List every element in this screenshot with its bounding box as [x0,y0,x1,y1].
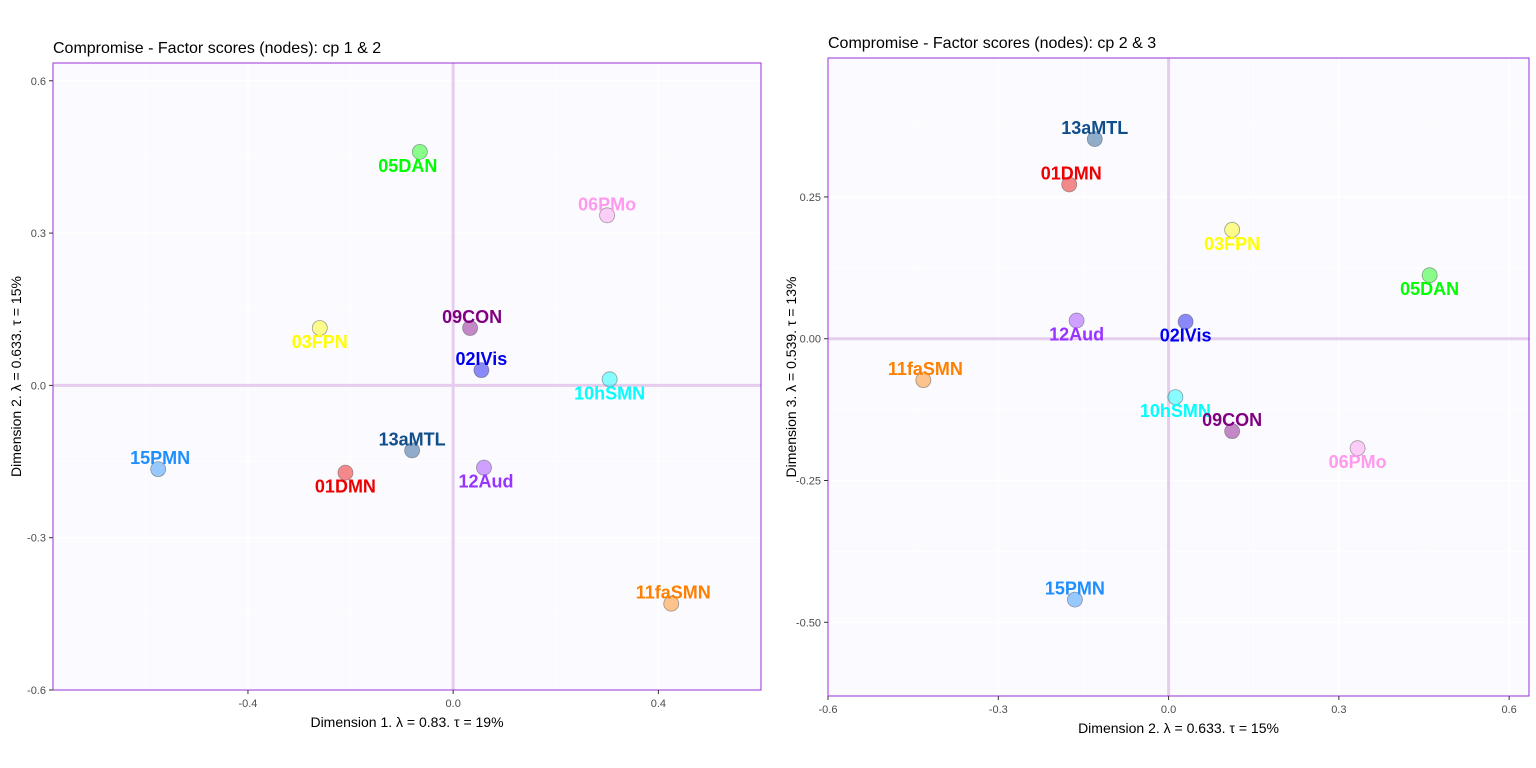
data-point-05DAN [411,143,428,160]
y-tick-label: 0.25 [800,192,821,204]
point-label-09CON: 09CON [442,307,502,327]
point-label-09CON: 09CON [1202,410,1262,430]
point-label-12Aud: 12Aud [458,472,513,492]
x-axis-title: Dimension 2. λ = 0.633. τ = 15% [1078,720,1279,736]
plot-background [53,63,761,690]
point-label-01DMN: 01DMN [315,477,376,497]
data-point-15PMN [1067,591,1083,608]
data-point-09CON [1224,423,1241,440]
data-point-11faSMN [663,595,680,612]
data-point-01DMN [1061,176,1078,193]
x-tick-label: -0.4 [238,698,257,710]
y-tick-label: -0.50 [796,617,821,629]
data-point-15PMN [150,461,167,478]
point-label-06PMo: 06PMo [1329,452,1387,472]
data-point-10hSMN [601,371,618,388]
point-label-13aMTL: 13aMTL [1061,118,1128,138]
plot-background [828,58,1529,696]
x-tick-label: 0.4 [651,698,666,710]
point-label-02IVis: 02IVis [456,349,508,369]
point-label-10hSMN: 10hSMN [1140,401,1211,421]
point-label-06PMo: 06PMo [578,194,636,214]
plot-border [52,62,762,691]
chart-title: Compromise - Factor scores (nodes): cp 1… [53,40,381,57]
data-point-05DAN [1421,267,1438,284]
data-point-09CON [462,320,479,336]
y-tick-label: -0.25 [796,475,821,487]
point-label-15PMN: 15PMN [130,448,190,468]
x-tick-label: 0.3 [1331,704,1346,716]
point-label-12Aud: 12Aud [1049,325,1104,345]
y-tick-label: 0.0 [31,380,46,392]
x-tick-label: 0.0 [1161,704,1176,716]
point-label-05DAN: 05DAN [378,156,437,176]
plot-border [827,57,1530,697]
point-label-11faSMN: 11faSMN [888,359,963,379]
chart-title: Compromise - Factor scores (nodes): cp 2… [828,35,1156,52]
x-tick-label: -0.6 [819,704,838,716]
y-axis-title: Dimension 3. λ = 0.539. τ = 13% [783,277,799,478]
data-point-12Aud [476,459,492,476]
data-point-01DMN [337,464,354,481]
data-point-06PMo [599,207,615,224]
data-point-06PMo [1349,440,1366,457]
point-label-13aMTL: 13aMTL [379,429,446,449]
point-label-03FPN: 03FPN [1204,234,1260,254]
x-tick-label: -0.3 [989,704,1008,716]
y-tick-label: 0.3 [31,228,46,240]
point-label-03FPN: 03FPN [292,332,348,352]
point-label-11faSMN: 11faSMN [636,583,711,603]
point-label-02IVis: 02IVis [1160,326,1212,346]
x-axis-title: Dimension 1. λ = 0.83. τ = 19% [310,714,503,730]
x-tick-label: 0.0 [446,698,461,710]
y-tick-label: 0.6 [31,76,46,88]
data-point-12Aud [1068,312,1085,329]
point-label-15PMN: 15PMN [1045,579,1105,599]
data-point-02IVis [473,362,490,379]
y-tick-label: -0.6 [27,685,46,697]
data-point-11faSMN [915,372,932,389]
point-label-10hSMN: 10hSMN [574,383,645,403]
y-tick-label: -0.3 [27,533,46,545]
panel-cp-2-3: Compromise - Factor scores (nodes): cp 2… [783,35,1530,736]
data-point-13aMTL [404,442,421,459]
y-tick-label: 0.00 [800,334,821,346]
data-point-10hSMN [1167,389,1184,406]
point-label-01DMN: 01DMN [1041,163,1102,183]
point-label-05DAN: 05DAN [1400,279,1459,299]
panel-cp-1-2: Compromise - Factor scores (nodes): cp 1… [8,40,762,730]
data-point-03FPN [1224,221,1241,238]
y-axis-title: Dimension 2. λ = 0.633. τ = 15% [8,276,24,477]
data-point-03FPN [311,320,328,336]
data-point-13aMTL [1086,131,1103,147]
data-point-02IVis [1177,313,1194,330]
x-tick-label: 0.6 [1501,704,1516,716]
